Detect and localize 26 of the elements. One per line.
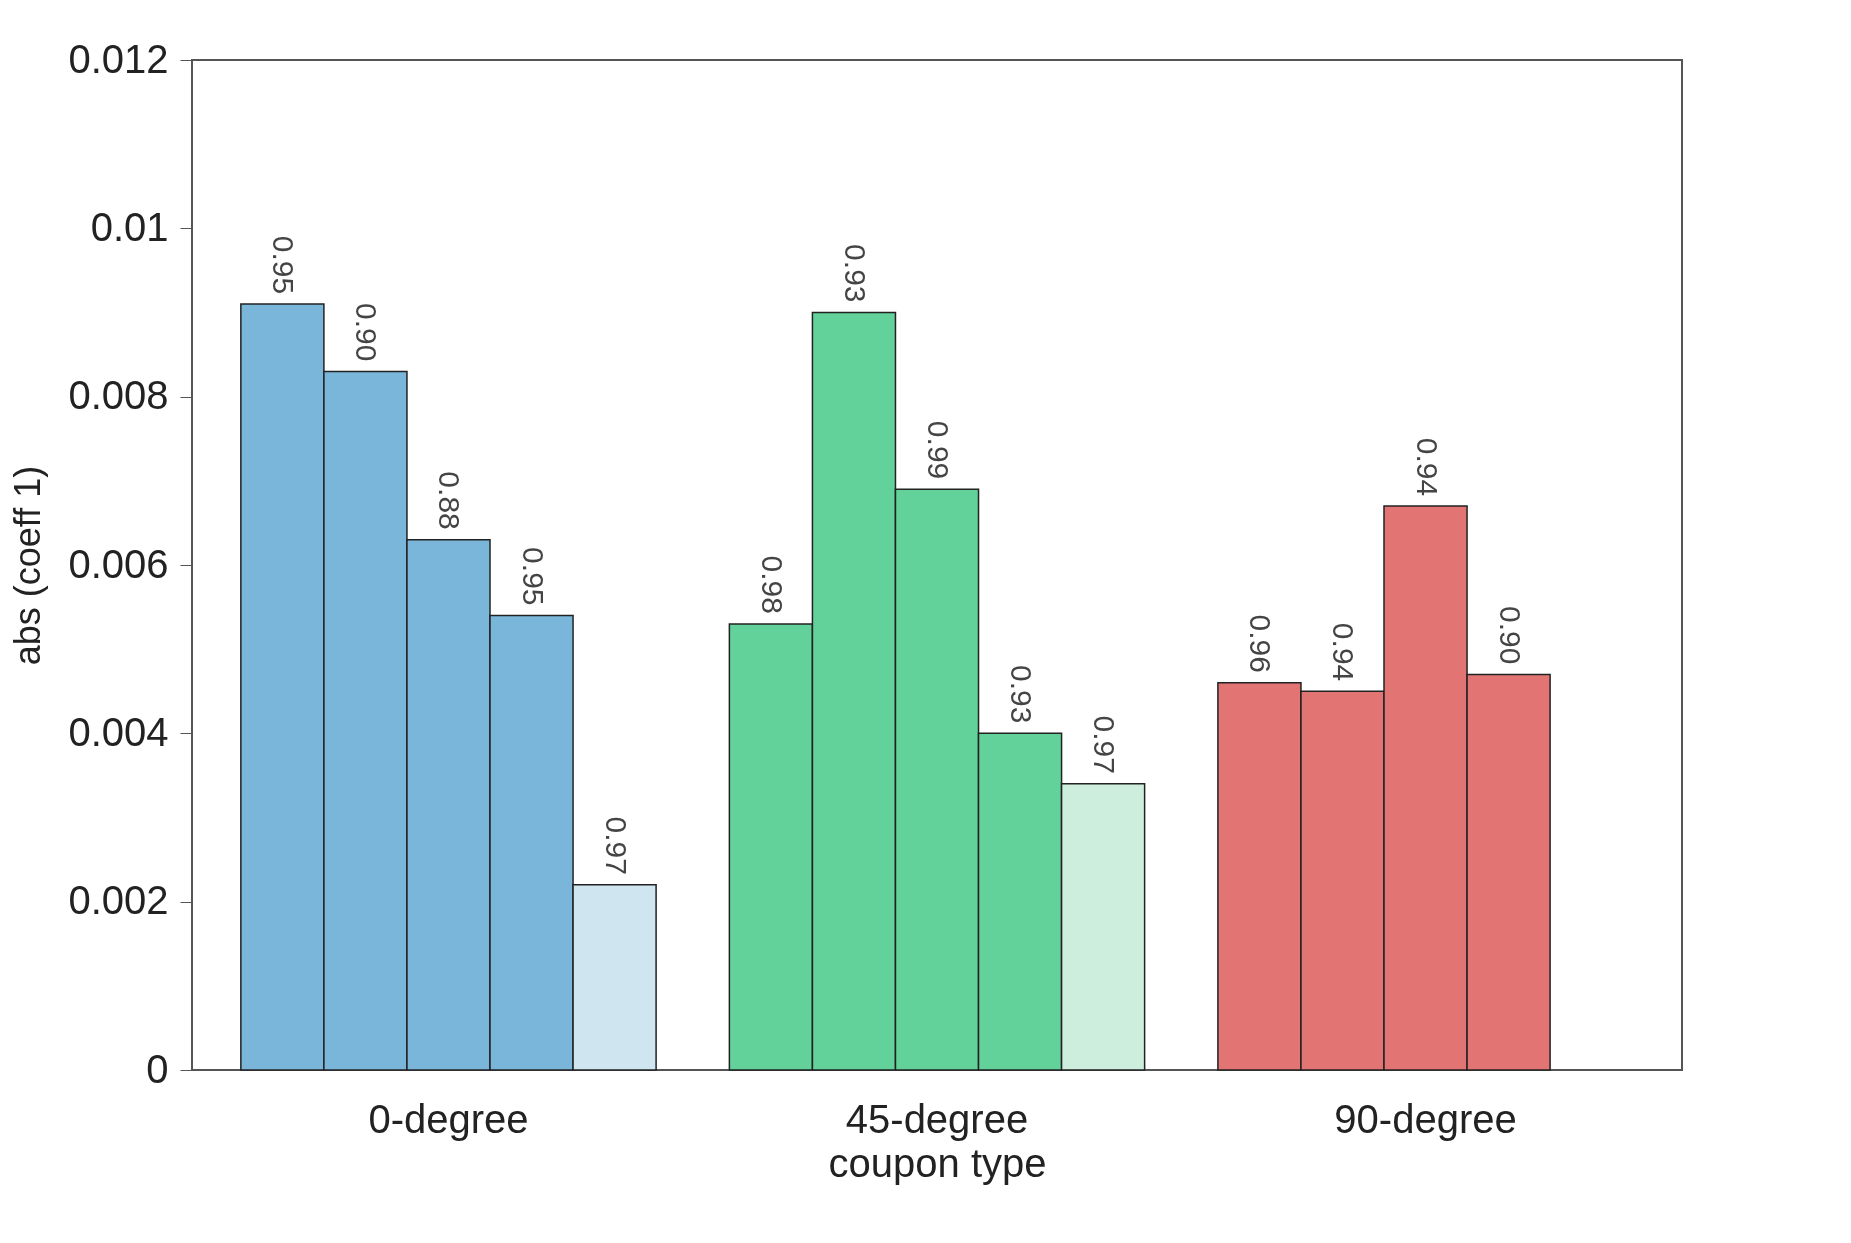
annotation: 0.93 — [838, 244, 872, 303]
annotation: 0.99 — [922, 420, 955, 480]
annotation: 0.98 — [755, 555, 789, 614]
x-tick-label: 0-degree — [368, 1096, 529, 1141]
y-tick-label: 0 — [146, 1046, 169, 1091]
annotation: 0.95 — [516, 547, 550, 606]
y-tick-label: 0.008 — [68, 373, 169, 418]
y-tick-label: 0.006 — [68, 541, 169, 586]
y-tick-label: 0.002 — [68, 878, 169, 923]
annotation: 0.90 — [1493, 606, 1527, 665]
annotation: 0.88 — [433, 471, 467, 530]
x-tick-label: 90-degree — [1334, 1096, 1517, 1141]
annotation: 0.95 — [267, 235, 301, 295]
annotation: 0.97 — [599, 816, 633, 875]
y-tick-label: 0.01 — [90, 204, 169, 249]
y-tick-label: 0.004 — [68, 709, 169, 754]
x-axis-title: coupon type — [828, 1140, 1047, 1185]
x-tick-label: 45-degree — [845, 1096, 1029, 1141]
annotation: 0.90 — [350, 303, 384, 362]
y-tick-label: 0.012 — [68, 36, 169, 81]
annotation: 0.94 — [1327, 622, 1361, 682]
annotation: 0.97 — [1088, 715, 1122, 774]
y-axis-title: abs (coeff 1) — [7, 465, 49, 666]
annotation: 0.94 — [1410, 437, 1444, 497]
annotation: 0.96 — [1244, 614, 1278, 673]
annotation: 0.93 — [1005, 664, 1039, 724]
